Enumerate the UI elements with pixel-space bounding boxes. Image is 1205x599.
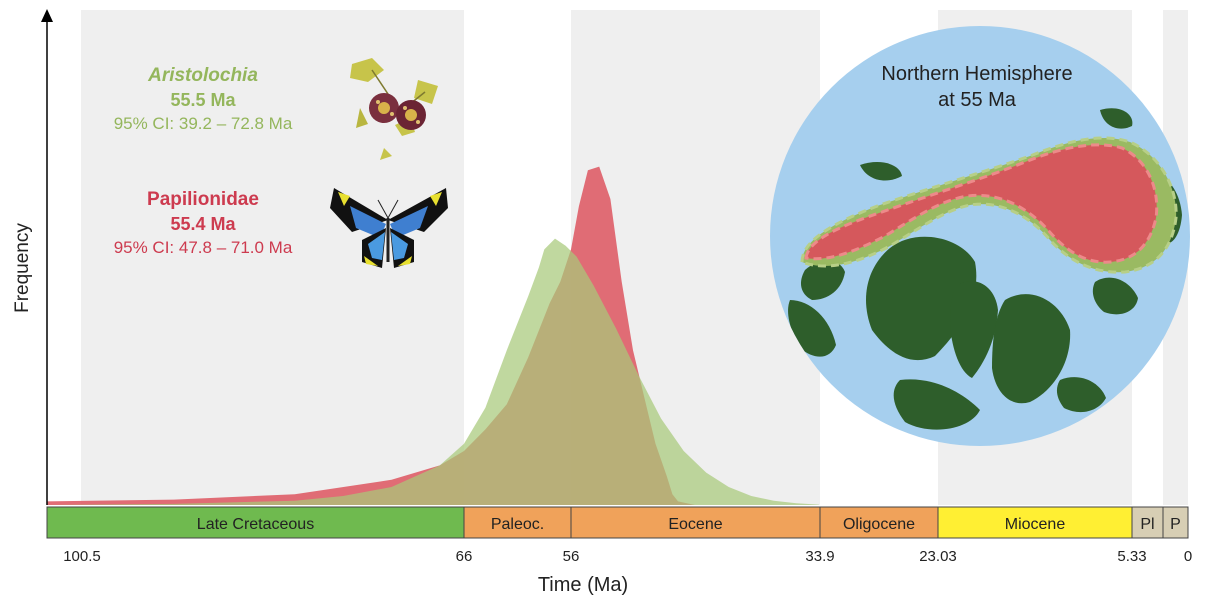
papilionidae-butterfly-illustration [330, 188, 448, 268]
x-tick-label: 5.33 [1117, 548, 1146, 565]
landmass [788, 300, 836, 357]
x-tick-label: 56 [563, 548, 580, 565]
landmass [950, 281, 998, 378]
period-paleoc- [463, 506, 572, 539]
period-label: Pl [1140, 516, 1154, 533]
period-late-cretaceous [46, 506, 465, 539]
papilionidae-range [804, 143, 1159, 264]
landmass [1092, 277, 1138, 315]
aristolochia-flower-illustration [350, 58, 438, 160]
y-axis-label: Frequency [12, 223, 33, 313]
aristolochia-ci: 95% CI: 39.2 – 72.8 Ma [113, 114, 293, 133]
period-label: Miocene [1005, 516, 1066, 533]
x-tick-label: 66 [456, 548, 473, 565]
period-label: Eocene [668, 516, 722, 533]
period-label: Paleoc. [491, 516, 544, 533]
period-eocene [570, 506, 821, 539]
x-tick-labels: 100.5 66 56 33.9 23.03 5.33 0 [63, 548, 1192, 565]
x-tick-label: 0 [1184, 548, 1192, 565]
period-p [1162, 506, 1189, 539]
density-areas [47, 166, 819, 505]
aristolochia-age: 55.5 Ma [170, 90, 236, 110]
x-tick-label: 33.9 [805, 548, 834, 565]
x-tick-label: 23.03 [919, 548, 957, 565]
landmass [800, 260, 845, 300]
period-miocene [937, 506, 1133, 539]
density-area-aristolochia [47, 238, 819, 505]
papilionidae-age: 55.4 Ma [170, 214, 236, 234]
papilionidae-name: Papilionidae [147, 189, 259, 210]
landmass [1056, 377, 1106, 413]
northern-hemisphere-55ma-map: Northern Hemisphere at 55 Ma [770, 26, 1190, 446]
x-tick-label: 100.5 [63, 548, 101, 565]
geologic-timescale: Late Cretaceous Paleoc. Eocene Oligocene Mio… [46, 506, 1189, 539]
map-title: Northern Hemisphere [881, 63, 1072, 85]
aristolochia-annotation: Aristolochia 55.5 Ma 95% CI: 39.2 – 72.8… [108, 64, 298, 136]
globe-ocean [770, 26, 1190, 446]
landmass [1100, 108, 1133, 129]
period-label: Late Cretaceous [197, 516, 314, 533]
papilionidae-ci: 95% CI: 47.8 – 71.0 Ma [113, 238, 293, 257]
y-axis-arrow [41, 9, 53, 22]
x-axis-label: Time (Ma) [538, 574, 628, 596]
aristolochia-name: Aristolochia [148, 65, 258, 86]
papilionidae-annotation: Papilionidae 55.4 Ma 95% CI: 47.8 – 71.0… [98, 188, 308, 260]
landmass [893, 379, 980, 430]
period-label: Oligocene [843, 516, 915, 533]
period-pl [1131, 506, 1164, 539]
landmass [860, 162, 902, 181]
landmass [992, 294, 1071, 404]
period-label: P [1170, 516, 1181, 533]
map-subtitle: at 55 Ma [938, 89, 1017, 111]
landmass [866, 236, 977, 361]
